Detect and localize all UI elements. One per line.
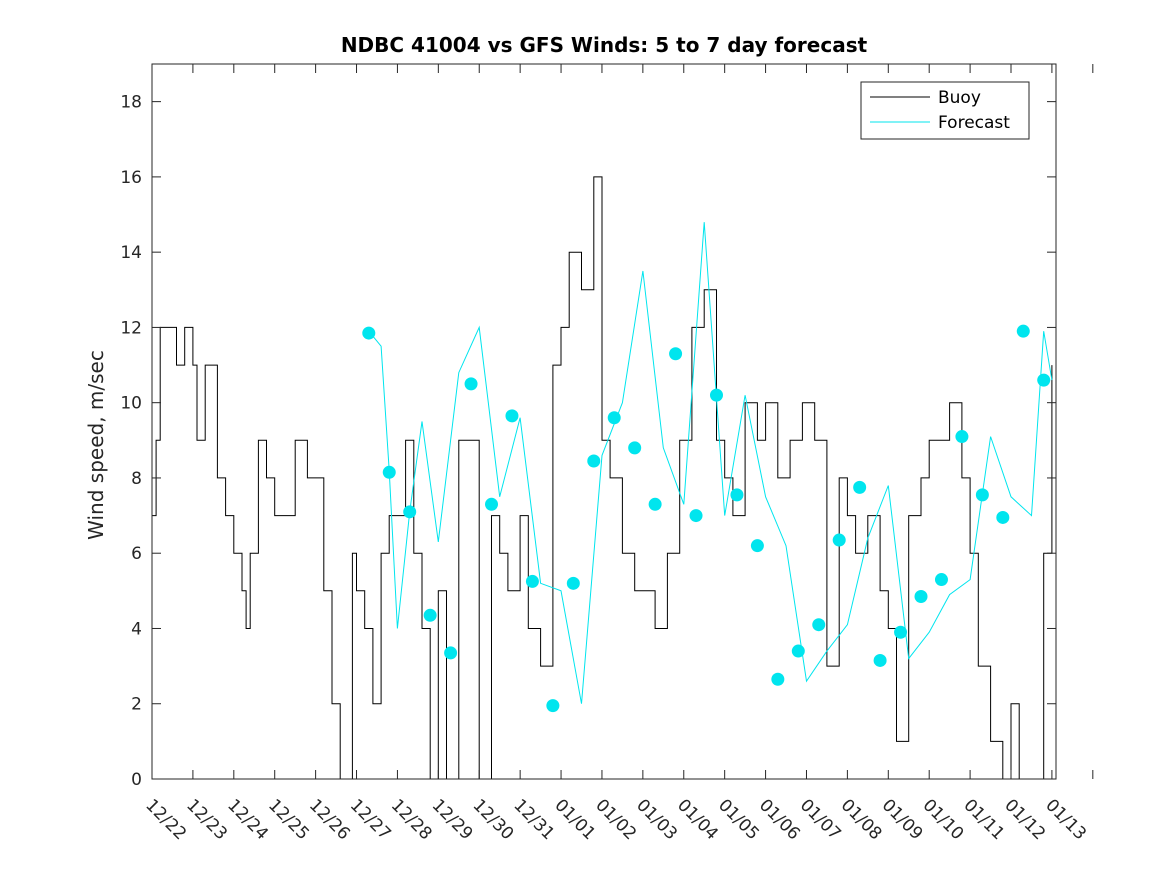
forecast-marker [382,465,396,479]
y-tick-label: 18 [120,93,142,113]
axes-box [151,63,1057,780]
plot-area: 02468101214161812/2212/2312/2412/2512/26… [120,63,1094,844]
forecast-marker [791,644,805,658]
forecast-marker [832,533,846,547]
legend-buoy-label: Buoy [938,88,981,108]
y-tick-label: 8 [131,469,142,489]
legend-forecast-label: Forecast [938,113,1010,133]
forecast-marker [648,497,662,511]
forecast-marker [853,480,867,494]
forecast-marker [546,699,560,713]
y-tick-label: 6 [131,544,142,564]
forecast-marker [914,589,928,603]
y-axis-label: Wind speed, m/sec [84,350,108,540]
forecast-marker [975,488,989,502]
y-tick-label: 4 [131,619,142,639]
chart-title: NDBC 41004 vs GFS Winds: 5 to 7 day fore… [341,33,868,57]
forecast-marker [485,497,499,511]
forecast-marker [996,510,1010,524]
forecast-marker [750,539,764,553]
forecast-marker [955,430,969,444]
series-line-forecast [368,222,1053,704]
forecast-marker [934,573,948,587]
forecast-marker [709,388,723,402]
forecast-marker [444,646,458,660]
forecast-marker [607,411,621,425]
forecast-marker [505,409,519,423]
forecast-marker [362,326,376,340]
forecast-marker [403,505,417,519]
legend-box [860,81,1030,140]
forecast-marker [628,441,642,455]
plot-background [152,64,1056,779]
forecast-marker [669,347,683,361]
forecast-marker [1037,373,1051,387]
y-tick-label: 0 [131,770,142,790]
forecast-marker [771,672,785,686]
forecast-marker [689,509,703,523]
forecast-marker [1016,324,1030,338]
forecast-marker [566,576,580,590]
forecast-marker [525,574,539,588]
y-tick-label: 14 [120,243,142,263]
legend: Buoy Forecast [860,81,1030,140]
forecast-marker [587,454,601,468]
y-tick-label: 10 [120,394,142,414]
y-tick-label: 2 [131,695,142,715]
series-line-buoy [152,176,1053,780]
forecast-marker [464,377,478,391]
forecast-marker [894,625,908,639]
forecast-marker [873,653,887,667]
forecast-marker [730,488,744,502]
y-tick-label: 12 [120,318,142,338]
forecast-marker [423,608,437,622]
y-tick-label: 16 [120,168,142,188]
forecast-marker [812,618,826,632]
